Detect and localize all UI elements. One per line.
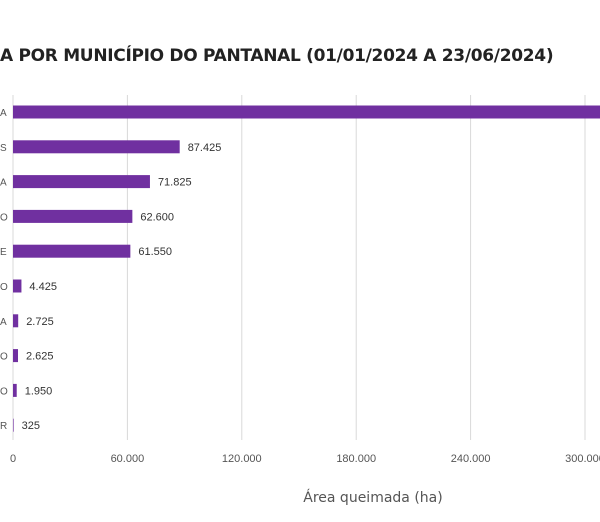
data-labels: 87.425 71.825 62.600 61.550 4.425 2.725 2.625 1… [22, 142, 222, 432]
bar [13, 418, 14, 432]
x-tick-label: 60.000 [111, 453, 145, 465]
chart-title: A POR MUNICÍPIO DO PANTANAL (01/01/2024 … [0, 46, 554, 66]
data-label: 61.550 [138, 246, 172, 258]
data-label: 87.425 [188, 142, 222, 154]
bar [13, 105, 600, 119]
bars [13, 105, 600, 432]
category-label: O [0, 386, 8, 397]
x-tick-label: 120.000 [222, 453, 262, 465]
category-label: E [0, 247, 7, 258]
x-axis-label: Área queimada (ha) [303, 489, 442, 506]
bar [13, 140, 180, 154]
x-tick-label: 240.000 [451, 453, 491, 465]
category-label: R [0, 421, 7, 432]
x-tick-label: 300.000 [565, 453, 600, 465]
bar [13, 244, 131, 258]
data-label: 2.725 [26, 316, 54, 328]
category-label: S [0, 143, 7, 154]
category-labels: A S A O E O A O O R [0, 108, 8, 432]
bar [13, 349, 19, 363]
data-label: 1.950 [25, 385, 53, 397]
bar [13, 314, 19, 328]
data-label: 2.625 [26, 351, 54, 363]
x-tick-label: 180.000 [336, 453, 376, 465]
bar [13, 383, 17, 397]
x-axis-ticks: 0 60.000 120.000 180.000 240.000 300.000 [10, 453, 600, 465]
category-label: O [0, 282, 8, 293]
bar [13, 175, 150, 189]
category-label: O [0, 212, 8, 223]
category-label: A [0, 108, 7, 119]
data-label: 62.600 [140, 211, 174, 223]
data-label: 71.825 [158, 177, 192, 189]
gridlines [12, 95, 586, 440]
category-label: A [0, 178, 7, 189]
bar [13, 209, 133, 223]
data-label: 325 [22, 420, 40, 432]
category-label: A [0, 317, 7, 328]
category-label: O [0, 352, 8, 363]
data-label: 4.425 [29, 281, 57, 293]
bar [13, 279, 22, 293]
x-tick-label: 0 [10, 453, 16, 465]
